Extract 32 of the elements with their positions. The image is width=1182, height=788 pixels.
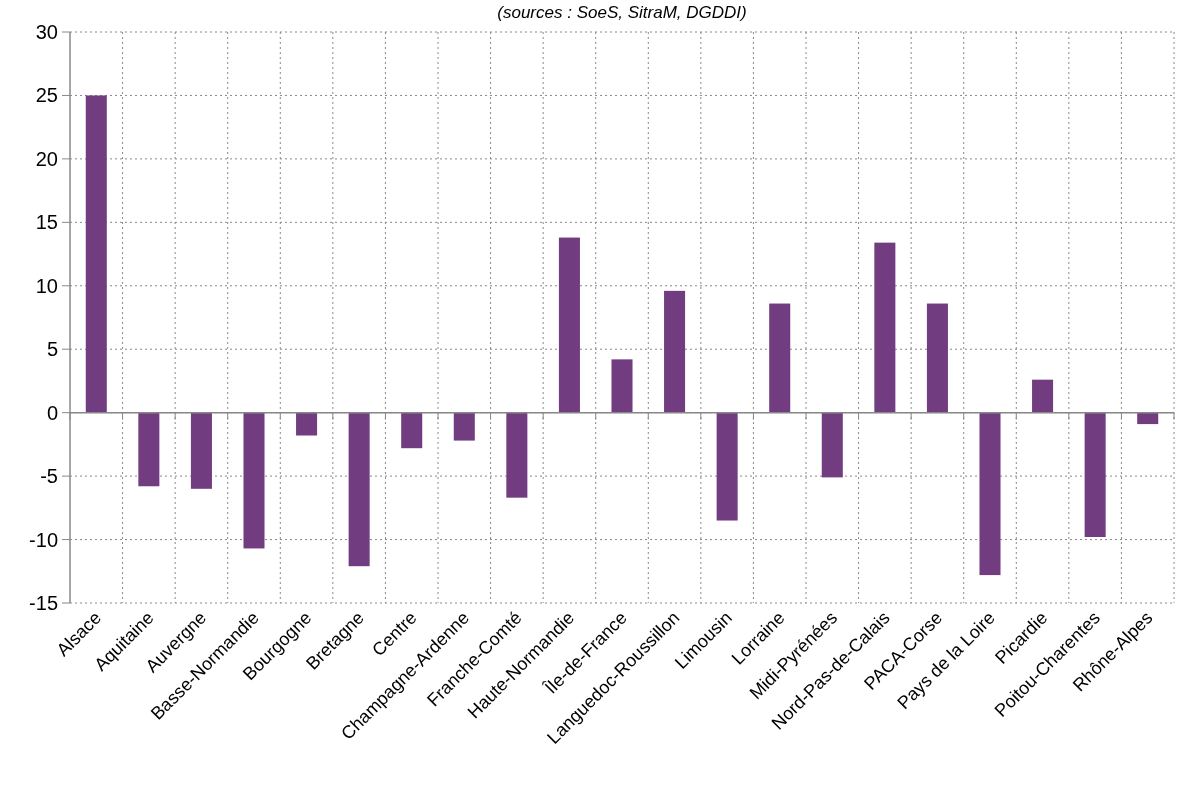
y-tick-label: -10	[29, 528, 58, 551]
bar	[453, 412, 475, 441]
chart-subtitle: (sources : SoeS, SitraM, DGDDI)	[497, 3, 747, 22]
y-tick-label: -15	[29, 592, 58, 614]
y-tick-label: 20	[35, 147, 58, 170]
y-tick-label: 5	[46, 338, 58, 361]
bar	[1032, 379, 1054, 413]
bar	[85, 95, 107, 413]
bar	[611, 359, 633, 413]
y-tick-label: 15	[35, 211, 58, 234]
y-tick-label: 30	[35, 21, 58, 43]
bar	[506, 412, 528, 498]
bar	[190, 412, 212, 489]
bar	[243, 412, 265, 549]
bar	[401, 412, 423, 449]
bar	[138, 412, 160, 487]
y-tick-label: -5	[40, 465, 58, 488]
y-tick-label: 10	[35, 274, 58, 297]
bar	[296, 412, 318, 436]
bar	[874, 242, 896, 413]
bar	[1084, 412, 1106, 538]
y-tick-label: 0	[46, 401, 58, 424]
bar	[769, 303, 791, 413]
bar	[1137, 412, 1159, 425]
y-tick-label: 25	[35, 84, 58, 107]
bar	[664, 290, 686, 413]
bar	[821, 412, 843, 478]
bar	[926, 303, 948, 413]
bar	[558, 237, 580, 413]
bar	[348, 412, 370, 567]
bar	[716, 412, 738, 521]
bar	[979, 412, 1001, 576]
